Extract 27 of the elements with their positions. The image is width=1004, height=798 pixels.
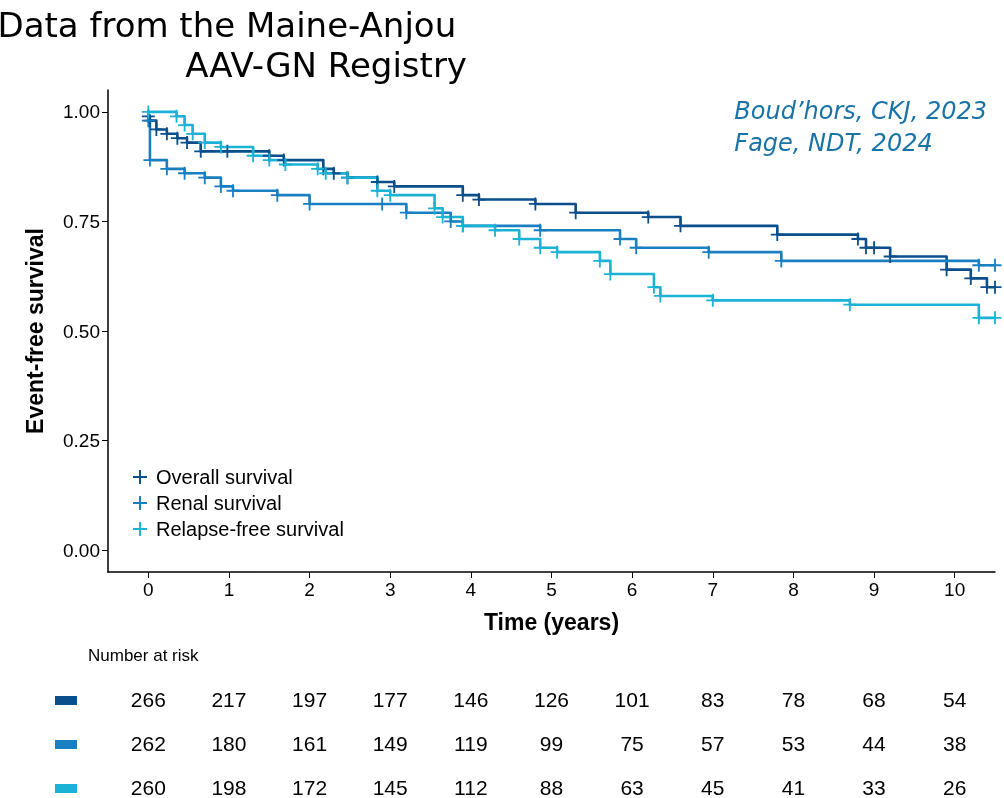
x-tick-label: 0: [143, 579, 154, 600]
x-tick-label: 8: [788, 579, 799, 600]
x-axis-title: Time (years): [483, 608, 620, 635]
chart-title: Data from the Maine-Anjou AAV-GN Registry: [0, 5, 467, 85]
legend-label: Relapse-free survival: [156, 518, 344, 540]
legend-label: Renal survival: [156, 492, 282, 514]
y-tick-label: 0.75: [63, 210, 100, 232]
text: 266 217 197 177 146 126 101 83 78 68 54: [130, 688, 967, 711]
text: 260 198 172 145 112 88 63 45 41 33 26: [130, 776, 967, 798]
text: Boud’hors, CKJ, 2023 Fage, NDT, 2024: [734, 97, 987, 157]
x-tick-label: 5: [546, 579, 557, 600]
x-tick-label: 9: [868, 579, 880, 600]
y-tick-label: 0.50: [63, 320, 100, 342]
x-tick-label: 2: [304, 579, 315, 600]
x-tick-label: 7: [707, 579, 719, 600]
x-tick-label: 4: [465, 579, 477, 600]
y-axis-title: Event-free survival: [21, 228, 48, 434]
x-tick-label: 1: [223, 579, 235, 600]
text: Number at risk: [88, 646, 199, 666]
legend-label: Overall survival: [156, 466, 293, 488]
x-tick-label: 6: [626, 579, 638, 600]
x-tick-label: 3: [384, 579, 396, 600]
text: 262 180 161 149 119 99 75 57 53 44 38: [130, 732, 967, 755]
x-tick-label: 10: [944, 579, 966, 600]
y-tick-label: 0.00: [63, 539, 100, 561]
y-tick-label: 0.25: [63, 430, 100, 452]
y-tick-label: 1.00: [63, 101, 100, 123]
